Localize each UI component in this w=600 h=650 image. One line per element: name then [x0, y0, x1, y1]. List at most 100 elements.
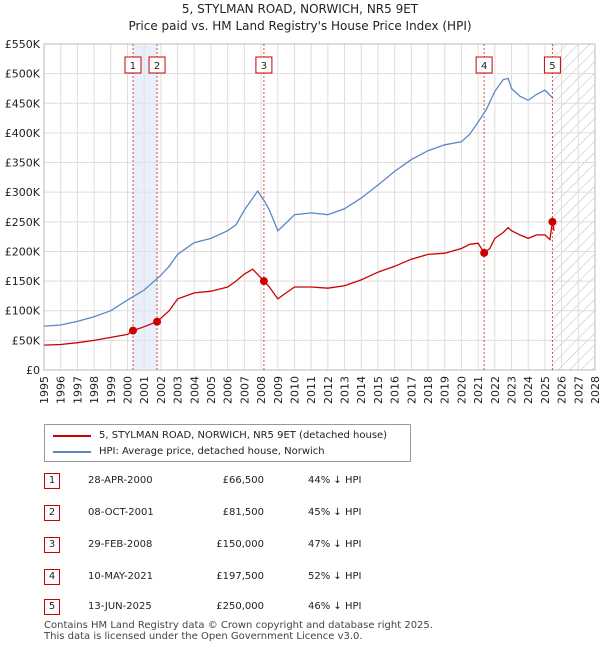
y-tick-label: £550K: [5, 38, 41, 51]
chart-subtitle: Price paid vs. HM Land Registry's House …: [128, 19, 471, 33]
sale-point: [259, 277, 268, 286]
x-tick-label: 2027: [572, 376, 585, 404]
x-tick-label: 2003: [172, 376, 185, 404]
footer-copyright: Contains HM Land Registry data © Crown c…: [44, 620, 433, 631]
x-tick-label: 1999: [105, 376, 118, 404]
sale-label-box: [475, 56, 493, 74]
plot-border: [43, 43, 596, 371]
y-tick-label: £450K: [5, 97, 41, 110]
footer-licence: This data is licensed under the Open Gov…: [44, 631, 363, 642]
x-tick-label: 2020: [455, 376, 468, 404]
series-line: [43, 77, 554, 327]
sale-hpi-diff: 46% ↓ HPI: [308, 601, 362, 612]
sale-point: [480, 248, 489, 257]
sale-date: 13-JUN-2025: [88, 601, 152, 612]
y-tick-label: £250K: [5, 216, 41, 229]
x-tick-label: 2000: [121, 376, 134, 404]
x-tick-label: 2010: [288, 376, 301, 404]
sale-label-box: [148, 56, 166, 74]
x-tick-label: 1997: [71, 376, 84, 404]
sale-price: £81,500: [222, 507, 264, 518]
x-tick-label: 2006: [222, 376, 235, 404]
sale-price: £66,500: [222, 475, 264, 486]
x-tick-label: 2013: [339, 376, 352, 404]
sale-hpi-diff: 44% ↓ HPI: [308, 475, 362, 486]
x-tick-label: 2021: [472, 376, 485, 404]
table-row: 3 29-FEB-2008 £150,000 47% ↓ HPI: [44, 536, 444, 556]
x-tick-label: 2012: [322, 376, 335, 404]
y-tick-label: £0: [26, 364, 40, 377]
sale-span-shade: [132, 44, 158, 370]
future-hatch: [552, 44, 595, 370]
legend-label-hpi: HPI: Average price, detached house, Norw…: [99, 446, 325, 457]
sale-point: [548, 217, 557, 226]
x-tick-label: 2022: [489, 376, 502, 404]
x-tick-label: 2008: [255, 376, 268, 404]
x-tick-label: 2017: [405, 376, 418, 404]
y-axis-ticks: £0 £50K £100K £150K £200K £250K £300K £350K £400…: [5, 38, 41, 377]
x-tick-label: 1995: [38, 376, 51, 404]
legend: 5, STYLMAN ROAD, NORWICH, NR5 9ET (detac…: [44, 424, 411, 462]
sale-date: 10-MAY-2021: [88, 571, 154, 582]
x-tick-label: 2018: [422, 376, 435, 404]
table-row: 1 28-APR-2000 £66,500 44% ↓ HPI: [44, 472, 444, 492]
x-tick-label: 2004: [188, 376, 201, 404]
x-tick-label: 2025: [539, 376, 552, 404]
sale-number-badge: 2: [44, 505, 60, 521]
sale-markers: 1 2 3 4 5: [124, 56, 561, 335]
sale-label-box: [124, 56, 142, 74]
sale-number-badge: 4: [44, 569, 60, 585]
y-tick-label: £150K: [5, 275, 41, 288]
legend-swatch-hpi: [53, 451, 91, 453]
y-tick-label: £200K: [5, 245, 41, 258]
table-row: 4 10-MAY-2021 £197,500 52% ↓ HPI: [44, 568, 444, 588]
plot-background: [44, 44, 595, 370]
table-row: 5 13-JUN-2025 £250,000 46% ↓ HPI: [44, 598, 444, 618]
sale-date: 28-APR-2000: [88, 475, 153, 486]
legend-label-property: 5, STYLMAN ROAD, NORWICH, NR5 9ET (detac…: [99, 430, 388, 441]
x-tick-label: 2016: [389, 376, 402, 404]
sale-hpi-diff: 47% ↓ HPI: [308, 539, 362, 550]
x-tick-label: 2015: [372, 376, 385, 404]
x-tick-label: 1998: [88, 376, 101, 404]
x-tick-label: 2014: [355, 376, 368, 404]
x-tick-label: 2011: [305, 376, 318, 404]
x-tick-label: 2001: [138, 376, 151, 404]
y-tick-label: £350K: [5, 157, 41, 170]
x-tick-label: 2028: [589, 376, 600, 404]
plot-area: [44, 44, 595, 370]
sale-number-badge: 5: [44, 599, 60, 615]
chart-title: 5, STYLMAN ROAD, NORWICH, NR5 9ET: [182, 2, 419, 16]
x-tick-label: 2019: [439, 376, 452, 404]
sale-number-badge: 3: [44, 537, 60, 553]
x-tick-label: 2002: [155, 376, 168, 404]
sale-number-badge: 1: [44, 473, 60, 489]
sale-label-box: [543, 56, 561, 74]
sale-price: £197,500: [216, 571, 264, 582]
sale-date: 29-FEB-2008: [88, 539, 153, 550]
x-tick-label: 2023: [506, 376, 519, 404]
y-tick-label: £300K: [5, 186, 41, 199]
footer: Contains HM Land Registry data © Crown c…: [44, 620, 433, 642]
y-tick-label: £50K: [12, 334, 41, 347]
legend-swatch-property: [53, 435, 91, 437]
sale-point: [128, 326, 137, 335]
sale-label: 5: [549, 61, 555, 72]
x-axis-ticks: 1995 1996 1997 1998 1999 2000 2001 2002 2003 2004…: [38, 376, 600, 404]
table-row: 2 08-OCT-2001 £81,500 45% ↓ HPI: [44, 504, 444, 524]
sale-hpi-diff: 45% ↓ HPI: [308, 507, 362, 518]
sale-point: [153, 317, 162, 326]
series-lines: [43, 77, 555, 346]
sale-price: £250,000: [216, 601, 264, 612]
sale-label: 4: [481, 61, 487, 72]
series-line: [43, 221, 555, 346]
y-tick-label: £500K: [5, 68, 41, 81]
sale-label-box: [255, 56, 273, 74]
sale-label: 2: [154, 61, 160, 72]
x-tick-label: 2009: [272, 376, 285, 404]
sale-label: 3: [261, 61, 267, 72]
y-tick-label: £400K: [5, 127, 41, 140]
y-tick-label: £100K: [5, 305, 41, 318]
x-tick-label: 1996: [55, 376, 68, 404]
x-tick-label: 2024: [522, 376, 535, 404]
